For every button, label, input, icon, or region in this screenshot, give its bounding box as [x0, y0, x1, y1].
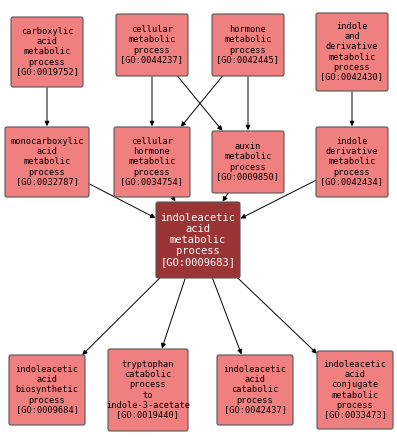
FancyBboxPatch shape: [9, 355, 85, 425]
FancyBboxPatch shape: [316, 13, 388, 91]
FancyBboxPatch shape: [108, 349, 188, 431]
FancyBboxPatch shape: [11, 17, 83, 87]
FancyBboxPatch shape: [114, 127, 190, 197]
Text: hormone
metabolic
process
[GO:0042445]: hormone metabolic process [GO:0042445]: [216, 25, 279, 64]
FancyBboxPatch shape: [116, 14, 188, 76]
Text: carboxylic
acid
metabolic
process
[GO:0019752]: carboxylic acid metabolic process [GO:00…: [15, 28, 79, 77]
FancyBboxPatch shape: [317, 351, 393, 429]
Text: indole
derivative
metabolic
process
[GO:0042434]: indole derivative metabolic process [GO:…: [320, 138, 384, 187]
Text: cellular
metabolic
process
[GO:0044237]: cellular metabolic process [GO:0044237]: [121, 25, 183, 64]
Text: indoleacetic
acid
metabolic
process
[GO:0009683]: indoleacetic acid metabolic process [GO:…: [160, 212, 235, 268]
FancyBboxPatch shape: [316, 127, 388, 197]
Text: monocarboxylic
acid
metabolic
process
[GO:0032787]: monocarboxylic acid metabolic process [G…: [10, 138, 84, 187]
FancyBboxPatch shape: [5, 127, 89, 197]
FancyBboxPatch shape: [212, 14, 284, 76]
Text: cellular
hormone
metabolic
process
[GO:0034754]: cellular hormone metabolic process [GO:0…: [121, 138, 183, 187]
Text: indole
and
derivative
metabolic
process
[GO:0042430]: indole and derivative metabolic process …: [320, 22, 384, 81]
FancyBboxPatch shape: [156, 202, 240, 278]
Text: tryptophan
catabolic
process
to
indole-3-acetate
[GO:0019440]: tryptophan catabolic process to indole-3…: [106, 360, 190, 420]
Text: indoleacetic
acid
biosynthetic
process
[GO:0009684]: indoleacetic acid biosynthetic process […: [15, 365, 79, 415]
Text: indoleacetic
acid
catabolic
process
[GO:0042437]: indoleacetic acid catabolic process [GO:…: [224, 365, 287, 415]
FancyBboxPatch shape: [212, 131, 284, 193]
Text: auxin
metabolic
process
[GO:0009850]: auxin metabolic process [GO:0009850]: [216, 142, 279, 182]
FancyBboxPatch shape: [217, 355, 293, 425]
Text: indoleacetic
acid
conjugate
metabolic
process
[GO:0033473]: indoleacetic acid conjugate metabolic pr…: [324, 360, 387, 420]
